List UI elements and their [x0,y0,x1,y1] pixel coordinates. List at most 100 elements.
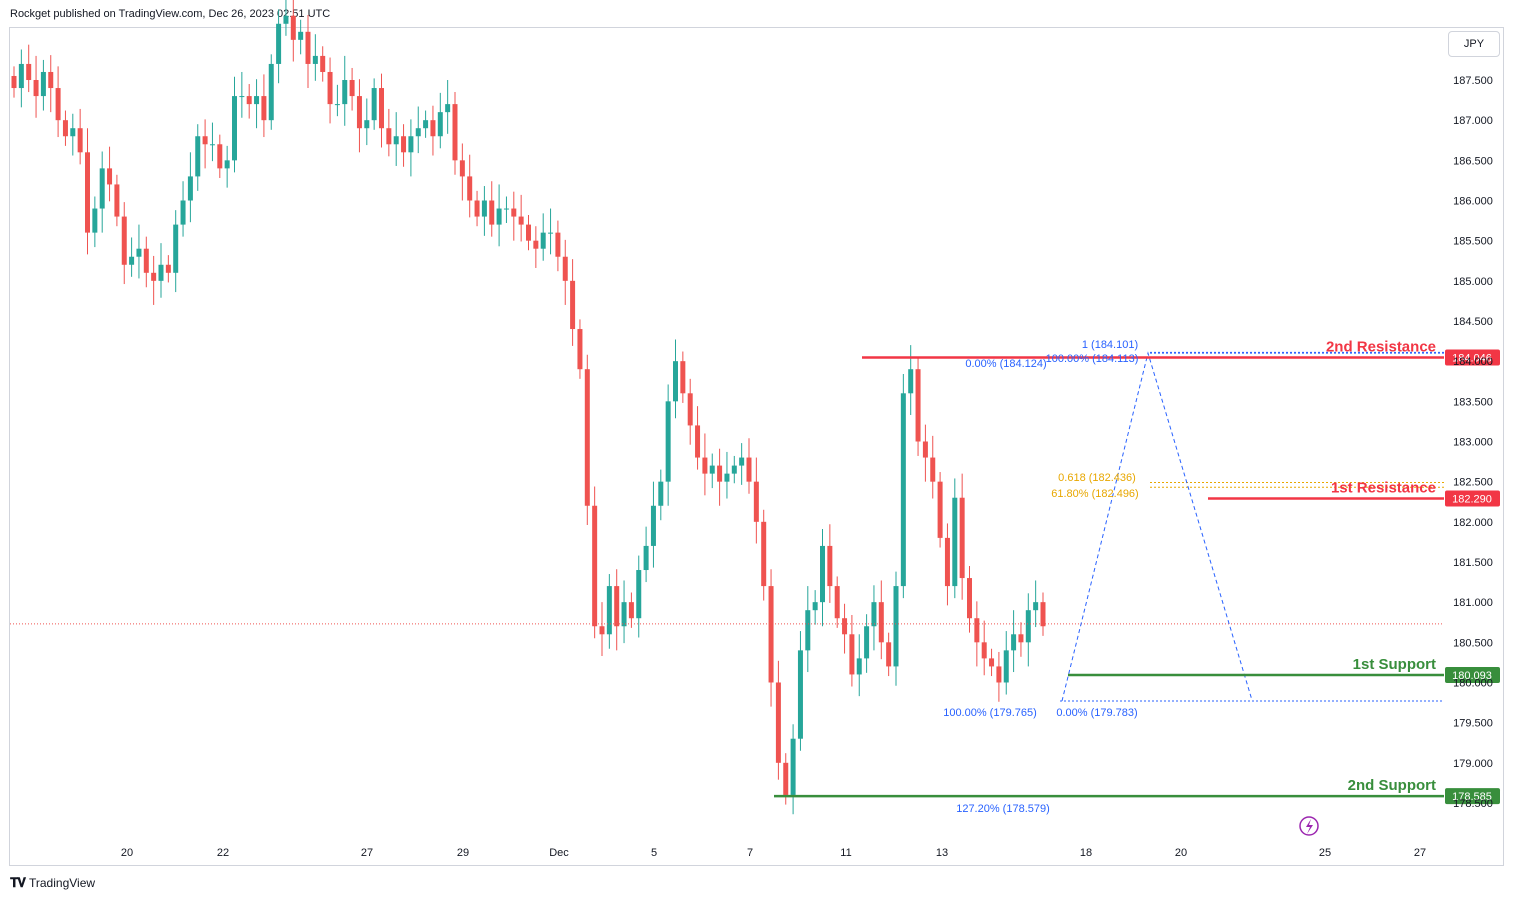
candle-body [820,545,825,603]
candle-body [474,200,480,217]
level-name: 2nd Support [1348,777,1436,794]
candle-body [386,128,392,145]
candle-body [217,144,223,169]
lightning-bolt [1306,819,1313,834]
level-price-tag [1445,667,1500,684]
candle-body [290,15,296,40]
candle-body [143,248,149,273]
fib-label: 0.00% (179.783) [1056,707,1137,719]
candle-body [834,586,840,619]
candle-body [239,96,245,98]
candles-group [11,0,1046,815]
x-tick-label: 13 [936,847,948,859]
candle-body [922,441,928,458]
candle-body [695,425,701,458]
level-price-tag [1445,349,1500,366]
candle-body [746,457,752,482]
candle-body [393,136,399,145]
candle-body [114,184,120,217]
y-tick-label: 179.500 [1453,718,1493,730]
candle-body [856,658,862,675]
y-tick-label: 183.000 [1453,436,1493,448]
candle-body [812,602,818,611]
candle-body [92,208,98,233]
candle-body [775,682,781,763]
candle-body [1018,634,1024,643]
currency-button[interactable]: JPY [1448,31,1500,57]
candle-body [614,586,620,627]
fib-label: 100.00% (179.765) [943,707,1037,719]
x-tick-label: 7 [747,847,753,859]
y-tick-label: 184.500 [1453,316,1493,328]
candle-body [1040,602,1046,627]
x-tick-label: 22 [217,847,229,859]
candle-body [496,208,502,225]
candle-body [224,160,230,169]
level-price-tag [1445,788,1500,805]
candle-body [702,457,708,474]
candle-body [459,160,465,177]
candle-body [842,618,848,635]
x-tick-label: 11 [840,847,851,859]
x-tick-label: 25 [1319,847,1331,859]
candle-body [628,602,634,619]
candle-body [70,128,76,137]
fib-label: 0.00% (184.124) [965,358,1046,370]
candle-body [99,168,105,209]
candle-body [937,481,943,538]
candle-body [268,63,274,121]
fib-zigzag [1061,351,1253,702]
candle-body [62,120,68,137]
candle-body [673,361,678,402]
candle-body [26,63,32,81]
candle-body [121,216,127,265]
candle-body [930,457,936,482]
published-info: Rockget published on TradingView.com, De… [10,8,331,20]
candle-body [408,136,414,153]
candle-body [636,570,642,619]
candle-body [481,200,487,217]
candle-body [467,176,473,201]
candle-body [1003,650,1009,683]
candle-body [129,256,135,265]
candle-body [232,96,237,161]
candle-body [952,497,958,587]
candle-body [864,626,870,659]
y-tick-label: 180.500 [1453,637,1493,649]
candle-body [40,71,46,97]
candle-body [944,537,950,587]
level-price-label: 178.585 [1452,791,1492,803]
candle-body [739,457,745,466]
lightning-icon [1299,816,1319,836]
candle-body [489,200,495,225]
candle-body [878,602,884,643]
fib-label: 1 (184.101) [1082,339,1138,351]
candle-body [334,104,340,106]
candle-body [246,96,252,105]
candle-body [276,23,282,64]
candle-body [364,120,370,129]
candle-body [437,112,443,137]
candle-body [151,272,157,281]
candle-body [643,545,649,571]
candle-body [562,256,568,281]
y-tick-label: 183.500 [1453,396,1493,408]
candle-body [658,481,664,506]
overlays-group: 2nd Resistance 1st Resistance 1st Support 2… [10,338,1444,815]
candle-body [606,586,612,635]
candle-body [584,369,590,506]
y-tick-label: 181.500 [1453,557,1493,569]
candle-body [180,200,186,225]
candle-body [849,634,855,675]
candle-body [974,618,980,643]
candle-body [790,738,796,795]
candle-body [981,642,987,659]
brand-name: TradingView [29,876,96,890]
candle-body [915,369,921,442]
y-tick-label: 187.000 [1453,115,1493,127]
x-tick-label: 29 [457,847,469,859]
y-axis: 184.046 182.290 180.093 178.585 187.500 187.0… [1445,75,1500,810]
y-tick-label: 182.500 [1453,477,1493,489]
candle-body [187,176,193,201]
